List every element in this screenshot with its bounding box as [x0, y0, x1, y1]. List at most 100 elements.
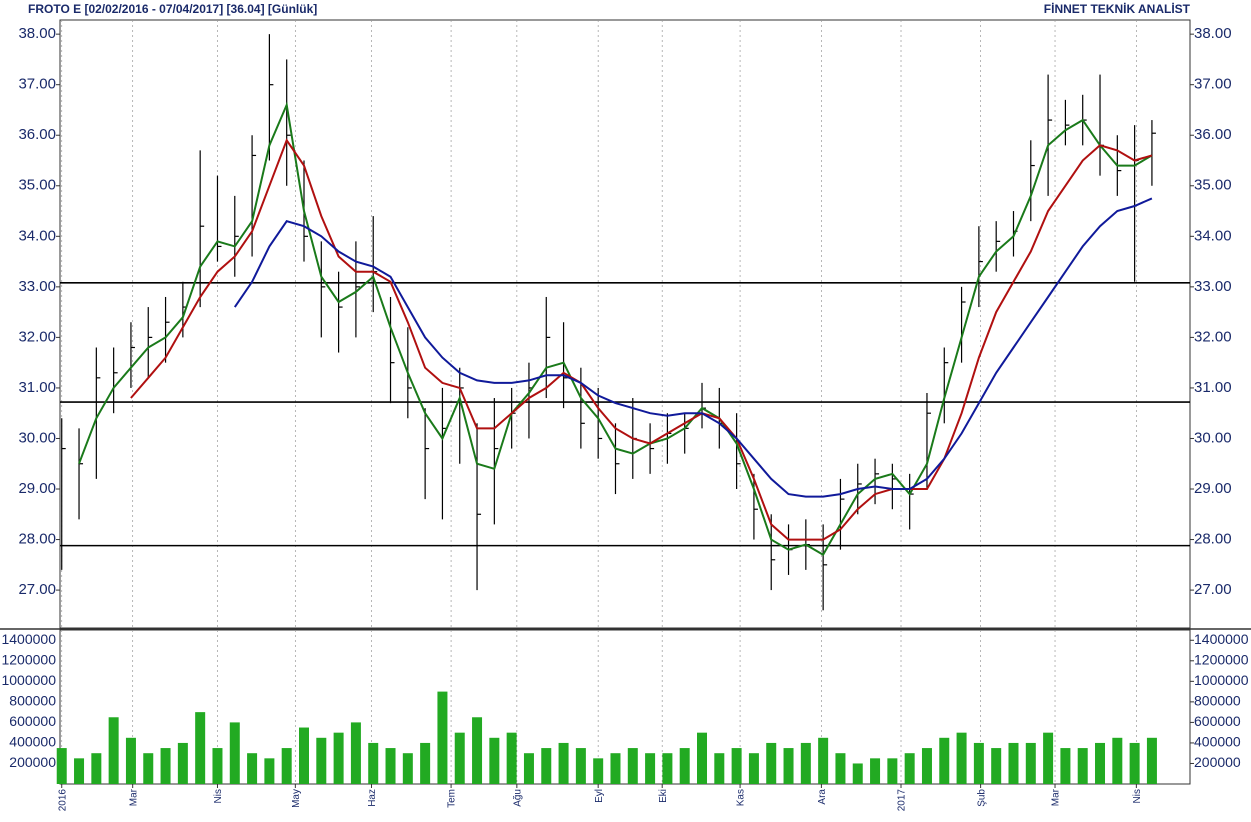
volume-bar	[1060, 748, 1071, 784]
y-tick-label: 400000	[1194, 734, 1241, 750]
volume-bar	[368, 742, 379, 784]
volume-bar	[56, 748, 67, 784]
volume-bar	[991, 748, 1002, 784]
y-tick-label: 35.00	[1194, 177, 1232, 194]
y-tick-label: 35.00	[18, 177, 56, 194]
y-tick-label: 1000000	[1194, 672, 1249, 688]
y-tick-label: 1400000	[1, 631, 56, 647]
y-tick-label: 32.00	[18, 328, 56, 345]
x-tick-label: Mar	[1051, 788, 1062, 806]
volume-bar	[454, 732, 465, 784]
y-tick-label: 27.00	[1194, 581, 1232, 598]
volume-bar	[91, 753, 102, 784]
y-tick-label: 33.00	[18, 278, 56, 295]
volume-bar	[627, 748, 638, 784]
moving-average-line	[130, 138, 1153, 541]
y-tick-label: 32.00	[1194, 328, 1232, 345]
y-tick-label: 27.00	[18, 581, 56, 598]
y-tick-label: 30.00	[18, 429, 56, 446]
volume-bar	[177, 742, 188, 784]
volume-bar	[973, 742, 984, 784]
y-tick-label: 37.00	[1194, 76, 1232, 93]
y-tick-label: 30.00	[1194, 429, 1232, 446]
y-tick-label: 400000	[9, 734, 56, 750]
x-tick-label: Eyl	[594, 789, 605, 803]
volume-bar	[939, 737, 950, 784]
y-tick-label: 31.00	[18, 379, 56, 396]
volume-bar	[1043, 732, 1054, 784]
volume-bar	[956, 732, 967, 784]
y-tick-label: 1200000	[1, 652, 56, 668]
volume-bar	[212, 748, 223, 784]
x-tick-label: Ara	[817, 789, 828, 805]
x-tick-label: Nis	[213, 789, 224, 803]
volume-bar	[662, 753, 673, 784]
volume-bar	[1025, 742, 1036, 784]
volume-bar	[593, 758, 604, 784]
y-tick-label: 1000000	[1, 672, 56, 688]
y-tick-label: 800000	[9, 693, 56, 709]
volume-bar	[74, 758, 85, 784]
price-frame	[59, 19, 1191, 629]
volume-bar	[558, 742, 569, 784]
volume-bar	[506, 732, 517, 784]
volume-bar	[316, 737, 327, 784]
brand: FİNNET TEKNİK ANALİST	[1044, 1, 1191, 16]
volume-bar	[800, 742, 811, 784]
volume-bar	[160, 748, 171, 784]
y-tick-label: 31.00	[1194, 379, 1232, 396]
y-tick-label: 200000	[1194, 754, 1241, 770]
volume-bar	[697, 732, 708, 784]
volume-bar	[264, 758, 275, 784]
y-tick-label: 1200000	[1194, 652, 1249, 668]
x-tick-label: Kas	[736, 789, 747, 806]
volume-bar	[818, 737, 829, 784]
volume-bar	[1112, 737, 1123, 784]
volume-bar	[870, 758, 881, 784]
volume-bar	[645, 753, 656, 784]
volume-bar	[783, 748, 794, 784]
y-tick-label: 33.00	[1194, 278, 1232, 295]
volume-bar	[714, 753, 725, 784]
volume-bar	[541, 748, 552, 784]
y-tick-label: 36.00	[1194, 126, 1232, 143]
y-tick-label: 600000	[1194, 713, 1241, 729]
volume-bar	[420, 742, 431, 784]
volume-bar	[679, 748, 690, 784]
volume-bar	[350, 722, 361, 784]
volume-bar	[731, 748, 742, 784]
volume-frame	[59, 629, 1191, 785]
y-tick-label: 28.00	[1194, 531, 1232, 548]
volume-bar	[1129, 742, 1140, 784]
x-tick-label: Eki	[658, 789, 669, 803]
volume-bar	[921, 748, 932, 784]
x-tick-label: May	[291, 789, 302, 808]
x-tick-label: Ağu	[512, 789, 523, 807]
volume-bar	[472, 717, 483, 784]
y-tick-label: 29.00	[1194, 480, 1232, 497]
moving-average-line	[233, 197, 1153, 498]
y-tick-label: 800000	[1194, 693, 1241, 709]
y-tick-label: 1400000	[1194, 631, 1249, 647]
x-tick-label: Nis	[1132, 789, 1143, 803]
volume-bar	[402, 753, 413, 784]
volume-bar	[143, 753, 154, 784]
x-tick-label: Tem	[447, 789, 458, 808]
volume-bar	[437, 691, 448, 784]
y-tick-label: 38.00	[18, 25, 56, 42]
volume-bar	[247, 753, 258, 784]
y-tick-label: 29.00	[18, 480, 56, 497]
volume-bar	[125, 737, 136, 784]
volume-bar	[1008, 742, 1019, 784]
y-tick-label: 34.00	[18, 227, 56, 244]
volume-bar	[887, 758, 898, 784]
volume-bar	[281, 748, 292, 784]
chart-title: FROTO E [02/02/2016 - 07/04/2017] [36.04…	[28, 2, 317, 16]
moving-average-line	[78, 101, 1153, 557]
x-tick-label: Şub	[976, 789, 987, 807]
volume-bar	[195, 712, 206, 784]
volume-bar	[333, 732, 344, 784]
volume-bar	[1095, 742, 1106, 784]
